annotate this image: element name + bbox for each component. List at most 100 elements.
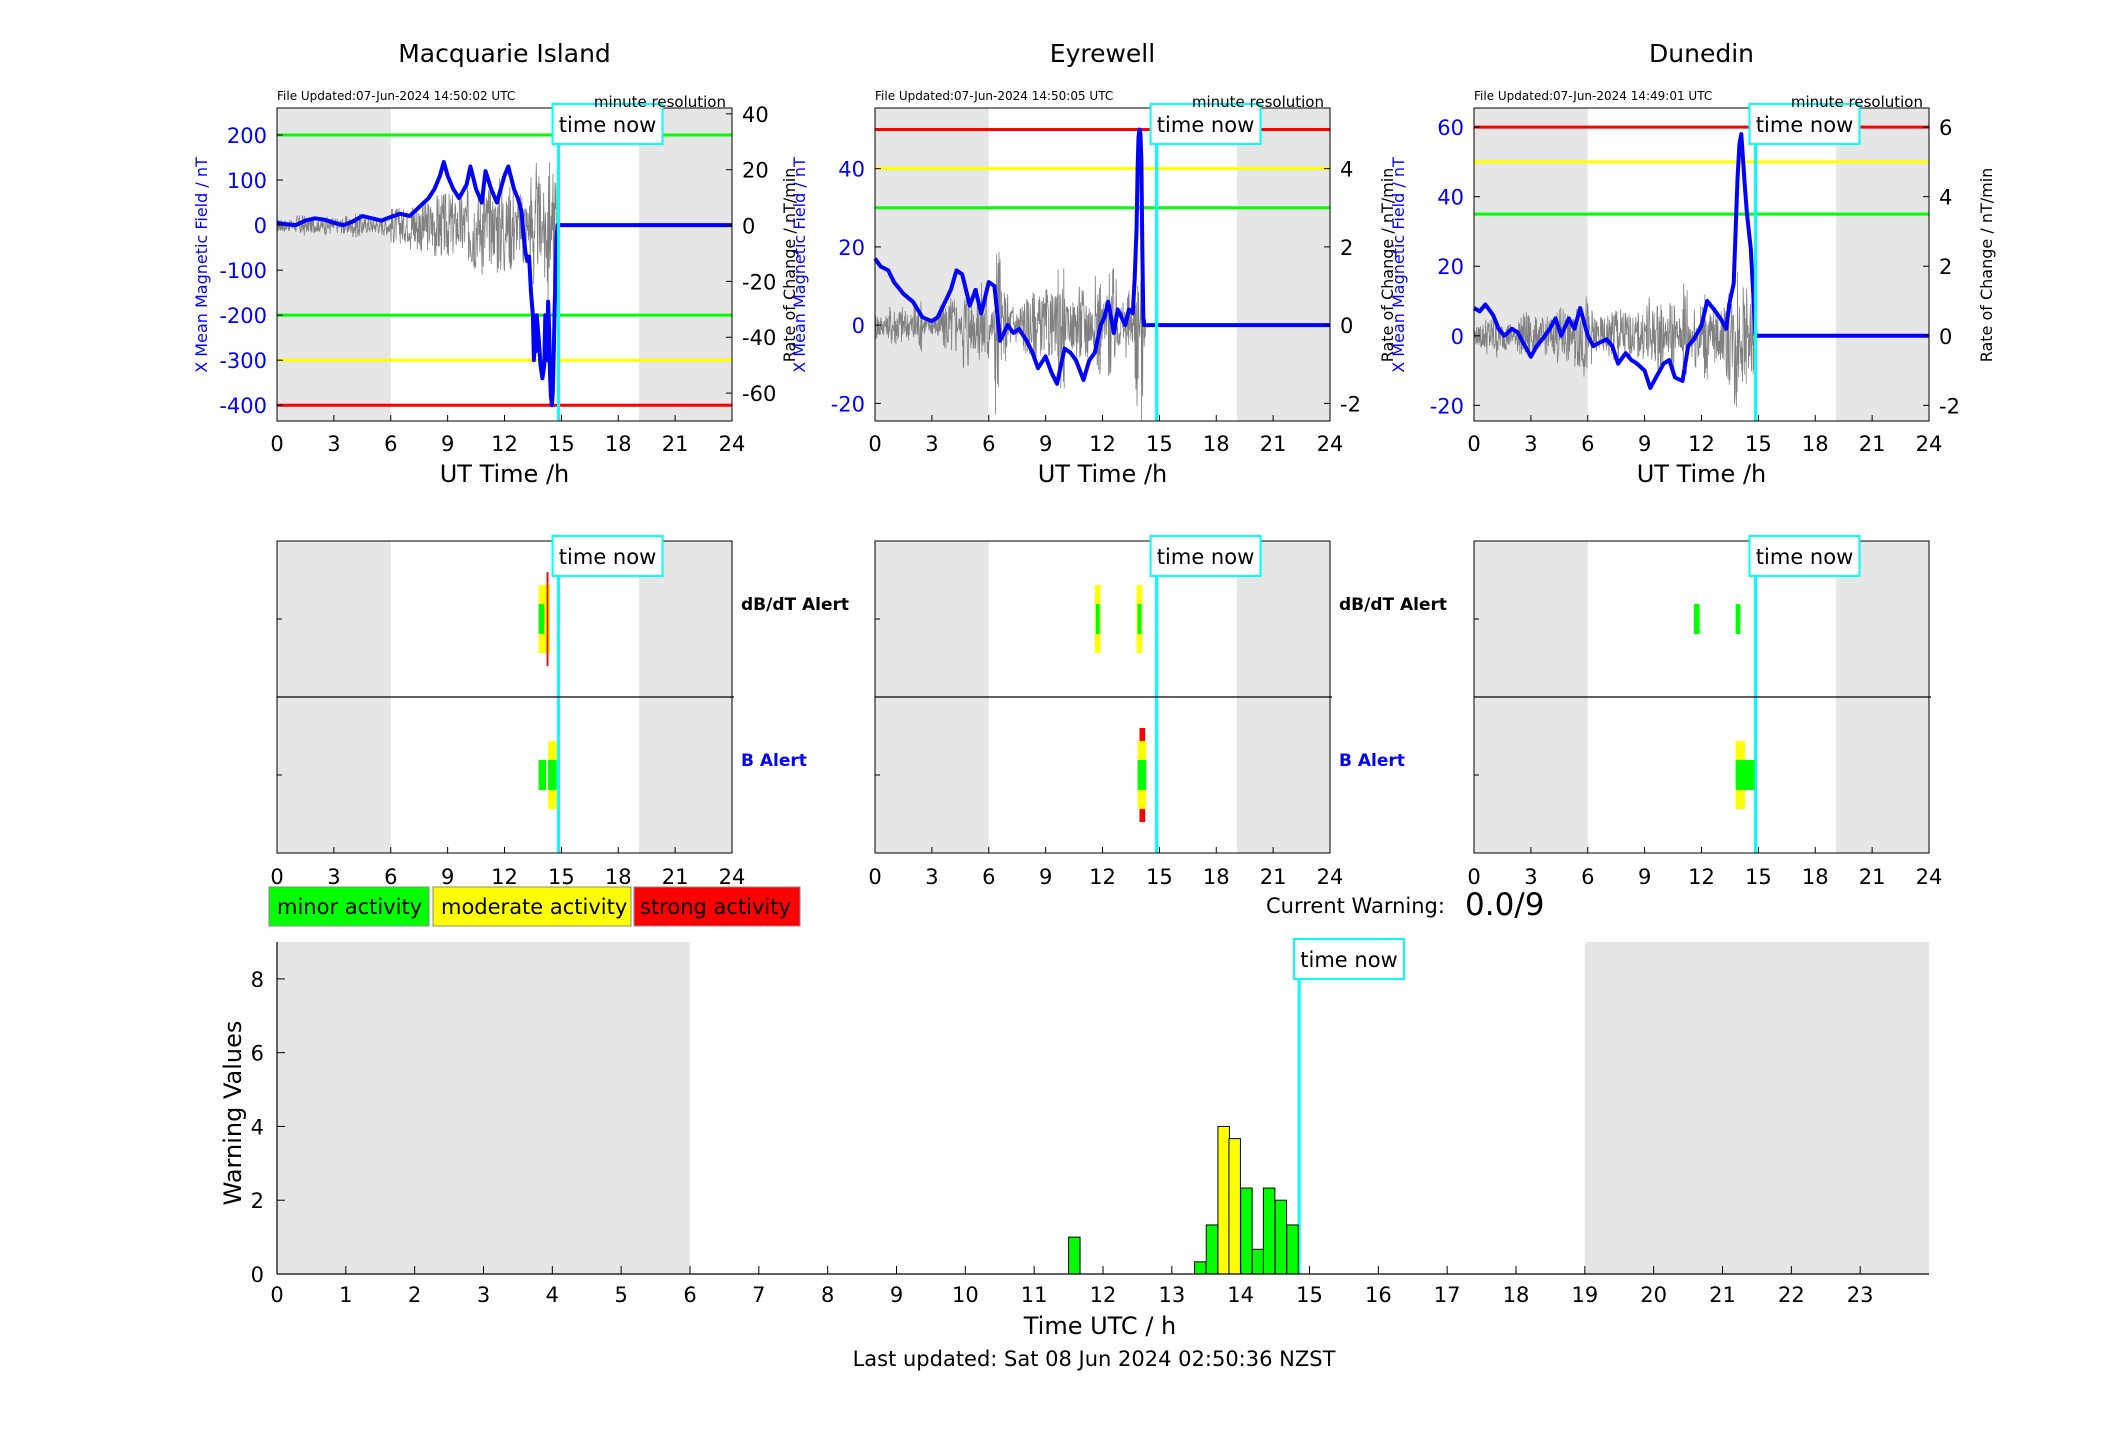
alert-x-tick-label: 3	[327, 865, 340, 889]
y-axis-label-right: Rate of Change / nT/min	[1977, 168, 1996, 363]
y2-tick-label: -40	[742, 326, 776, 350]
b-alert-block-minor	[1735, 760, 1755, 790]
warning-x-tick-label: 23	[1847, 1283, 1874, 1307]
alert-x-tick-label: 18	[605, 865, 632, 889]
warning-chart-ylabel: Warning Values	[219, 1021, 247, 1206]
alert-x-tick-label: 0	[868, 865, 881, 889]
magnetic-field-line	[873, 127, 1147, 386]
x-tick-label: 21	[662, 432, 689, 456]
night-shade-morning	[1474, 108, 1588, 421]
warning-bar-minor	[1251, 1248, 1265, 1275]
y-tick-label: 20	[1437, 255, 1464, 279]
y-axis-label-right: Rate of Change / nT/min	[780, 168, 799, 363]
x-tick-label: 0	[1467, 432, 1480, 456]
warning-bar-minor	[1240, 1187, 1253, 1275]
warning-night-shade-morning	[277, 942, 690, 1274]
alert-x-tick-label: 21	[1260, 865, 1287, 889]
resolution-text: minute resolution	[1791, 93, 1923, 111]
legend-minor-label: minor activity	[277, 895, 422, 919]
warning-x-tick-label: 19	[1571, 1283, 1598, 1307]
dbdt-alert-block-minor	[1735, 604, 1741, 634]
x-tick-label: 3	[1524, 432, 1537, 456]
y-tick-label: -20	[831, 392, 865, 416]
warning-x-tick-label: 11	[1021, 1283, 1048, 1307]
current-warning-label: Current Warning:	[1266, 894, 1445, 918]
night-shade-evening	[1237, 108, 1330, 421]
alert-x-tick-label: 12	[1688, 865, 1715, 889]
b-alert-block-minor	[548, 760, 557, 790]
warning-bar-moderate	[1217, 1125, 1230, 1275]
y-tick-label: 20	[838, 236, 865, 260]
x-tick-label: 15	[1745, 432, 1772, 456]
warning-bar-minor	[1286, 1224, 1299, 1275]
alert-x-tick-label: 3	[925, 865, 938, 889]
alert-x-tick-label: 6	[384, 865, 397, 889]
dbdt-alert-label: dB/dT Alert	[1339, 595, 1447, 615]
y-tick-label: 0	[852, 314, 865, 338]
resolution-text: minute resolution	[1192, 93, 1324, 111]
alert-x-tick-label: 0	[1467, 865, 1480, 889]
last-updated-text: Last updated: Sat 08 Jun 2024 02:50:36 N…	[853, 1347, 1336, 1371]
y-axis-label-left: X Mean Magnetic Field / nT	[790, 157, 809, 373]
warning-bar-minor	[1262, 1187, 1276, 1275]
x-axis-label: UT Time /h	[1637, 460, 1767, 488]
y-tick-label: -20	[1430, 394, 1464, 418]
x-tick-label: 3	[327, 432, 340, 456]
current-warning-value: 0.0/9	[1465, 887, 1544, 923]
alert-time-now-label: time now	[1157, 545, 1254, 569]
warning-x-tick-label: 5	[614, 1283, 627, 1307]
y-axis-label-left: X Mean Magnetic Field / nT	[192, 157, 211, 373]
warning-x-tick-label: 22	[1778, 1283, 1805, 1307]
y-tick-label: 40	[1437, 186, 1464, 210]
b-alert-label: B Alert	[1339, 751, 1405, 771]
y-tick-label: 0	[1451, 325, 1464, 349]
warning-x-tick-label: 13	[1158, 1283, 1185, 1307]
magnetic-field-line	[1472, 132, 1758, 390]
y-tick-label: 0	[254, 214, 267, 238]
legend-minor-swatch	[268, 886, 430, 927]
x-tick-label: 21	[1859, 432, 1886, 456]
warning-chart-xlabel: Time UTC / h	[1023, 1312, 1177, 1340]
alert-x-tick-label: 24	[1317, 865, 1344, 889]
y-tick-label: 100	[227, 169, 267, 193]
x-axis-label: UT Time /h	[1038, 460, 1168, 488]
y2-tick-label: -20	[742, 270, 776, 294]
warning-x-tick-label: 15	[1296, 1283, 1323, 1307]
x-tick-label: 15	[548, 432, 575, 456]
warning-x-tick-label: 20	[1640, 1283, 1667, 1307]
warning-x-tick-label: 4	[546, 1283, 559, 1307]
y2-tick-label: 40	[742, 103, 769, 127]
alert-x-tick-label: 12	[491, 865, 518, 889]
warning-x-tick-label: 21	[1709, 1283, 1736, 1307]
y-tick-label: -300	[219, 349, 267, 373]
alert-x-tick-label: 0	[270, 865, 283, 889]
time-now-label: time now	[1756, 113, 1853, 137]
warning-bar-moderate	[1228, 1138, 1241, 1275]
x-tick-label: 6	[1581, 432, 1594, 456]
time-now-box	[1748, 103, 1861, 145]
warning-x-tick-label: 8	[821, 1283, 834, 1307]
warning-bar-minor	[1194, 1261, 1207, 1275]
warning-x-tick-label: 3	[477, 1283, 490, 1307]
alert-x-tick-label: 9	[1638, 865, 1651, 889]
x-tick-label: 21	[1260, 432, 1287, 456]
warning-x-tick-label: 0	[270, 1283, 283, 1307]
alert-x-tick-label: 9	[1039, 865, 1052, 889]
alert-time-now-label: time now	[559, 545, 656, 569]
station-title: Eyrewell	[1050, 39, 1155, 68]
warning-x-tick-label: 6	[683, 1283, 696, 1307]
y-tick-label: 40	[838, 158, 865, 182]
b-alert-block-minor	[1137, 760, 1147, 790]
time-now-label: time now	[559, 113, 656, 137]
night-shade-morning	[875, 108, 989, 421]
y-tick-label: -100	[219, 259, 267, 283]
dbdt-alert-block-minor	[1137, 604, 1142, 634]
y2-tick-label: 4	[1939, 186, 1952, 210]
x-tick-label: 15	[1146, 432, 1173, 456]
warning-x-tick-label: 1	[339, 1283, 352, 1307]
warning-bar-minor	[1068, 1236, 1081, 1275]
x-tick-label: 24	[1317, 432, 1344, 456]
b-alert-block-minor	[538, 760, 547, 790]
y-axis-label-right: Rate of Change / nT/min	[1378, 168, 1397, 363]
warning-time-now-label: time now	[1300, 948, 1397, 972]
